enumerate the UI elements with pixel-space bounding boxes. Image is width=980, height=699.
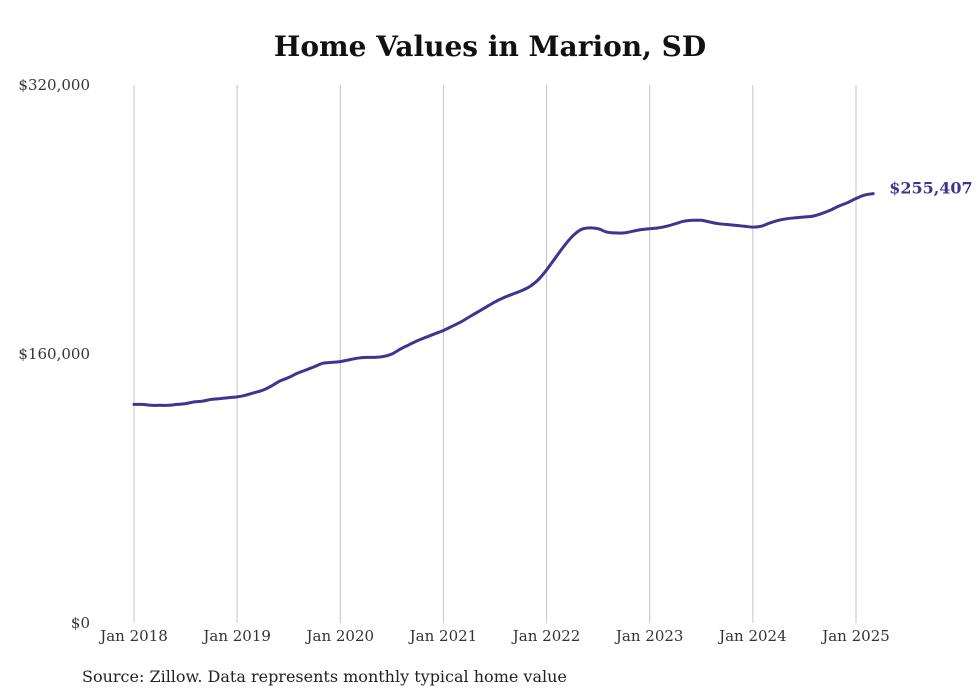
x-tick-label: Jan 2018 [98,627,168,645]
source-note: Source: Zillow. Data represents monthly … [82,667,567,686]
x-tick-label: Jan 2020 [305,627,375,645]
x-tick-label: Jan 2022 [511,627,581,645]
chart-title: Home Values in Marion, SD [273,30,707,63]
y-tick-label: $160,000 [18,345,90,363]
x-tick-label: Jan 2025 [820,627,890,645]
x-tick-label: Jan 2021 [408,627,478,645]
x-axis-ticks: Jan 2018 Jan 2019 Jan 2020 Jan 2021 Jan 2022… [98,627,890,645]
x-tick-label: Jan 2019 [201,627,271,645]
x-tick-label: Jan 2023 [614,627,684,645]
y-axis-ticks: $0 $160,000 $320,000 [18,76,90,632]
x-tick-label: Jan 2024 [717,627,787,645]
gridlines [133,85,857,623]
y-tick-label: $320,000 [18,76,90,94]
y-tick-label: $0 [71,614,90,632]
home-value-line [132,192,875,407]
latest-value-label: $255,407 [889,179,973,198]
